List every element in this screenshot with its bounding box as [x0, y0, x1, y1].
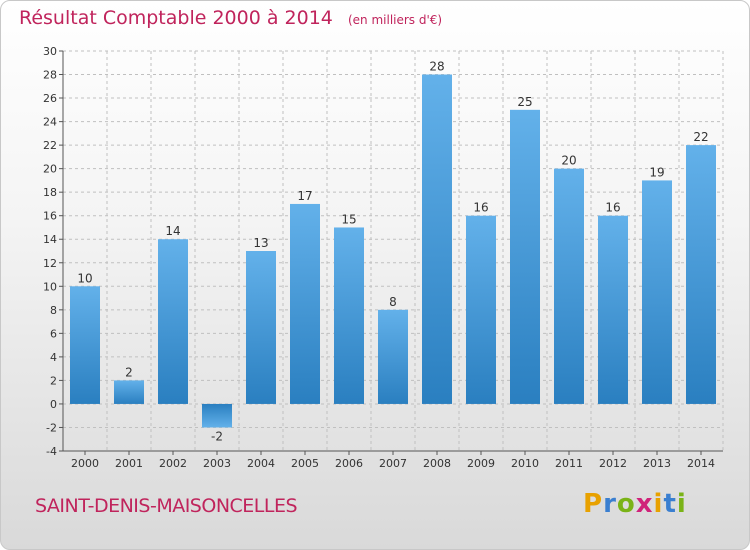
y-tick-label: 12 — [43, 257, 57, 270]
bar — [686, 145, 716, 404]
y-tick-label: 28 — [43, 69, 57, 82]
logo-letter: x — [635, 489, 654, 519]
y-tick-label: 10 — [43, 280, 57, 293]
bar — [334, 227, 364, 404]
y-tick-label: 6 — [50, 327, 57, 340]
bar-value-label: 2 — [125, 365, 133, 379]
bar — [246, 251, 276, 404]
x-tick-label: 2014 — [687, 457, 715, 470]
chart-title: Résultat Comptable 2000 à 2014 (en milli… — [19, 7, 442, 29]
bar-value-label: 19 — [649, 165, 664, 179]
bar — [510, 109, 540, 404]
y-tick-label: 2 — [50, 374, 57, 387]
bar-value-label: 17 — [297, 189, 312, 203]
bar — [114, 380, 144, 404]
y-tick-label: 30 — [43, 45, 57, 58]
bar-value-label: 10 — [77, 271, 92, 285]
logo-letter: o — [616, 489, 636, 519]
chart-title-main: Résultat Comptable 2000 à 2014 — [19, 7, 333, 29]
x-tick-label: 2011 — [555, 457, 583, 470]
chart-title-unit: (en milliers d'€) — [347, 13, 443, 27]
bar — [598, 215, 628, 404]
logo-letter: P — [583, 489, 604, 519]
bar-value-label: -2 — [211, 429, 223, 443]
proxiti-logo: Proxiti — [583, 489, 687, 519]
y-tick-label: 0 — [50, 398, 57, 411]
x-tick-label: 2003 — [203, 457, 231, 470]
bar — [378, 309, 408, 404]
logo-letter: i — [653, 489, 664, 519]
bar — [70, 286, 100, 404]
bar — [422, 74, 452, 404]
bar — [202, 403, 232, 428]
x-tick-label: 2013 — [643, 457, 671, 470]
bar — [290, 203, 320, 404]
commune-name: SAINT-DENIS-MAISONCELLES — [35, 495, 298, 517]
bar-value-label: 16 — [605, 201, 620, 215]
y-tick-label: 16 — [43, 210, 57, 223]
x-tick-label: 2001 — [115, 457, 143, 470]
y-tick-label: 22 — [43, 139, 57, 152]
bar — [642, 180, 672, 404]
bar-value-label: 22 — [693, 130, 708, 144]
y-tick-label: 18 — [43, 186, 57, 199]
y-tick-label: -4 — [46, 445, 57, 458]
bar-value-label: 14 — [165, 224, 180, 238]
logo-letter: r — [603, 489, 617, 519]
y-tick-label: 14 — [43, 233, 57, 246]
x-tick-label: 2005 — [291, 457, 319, 470]
x-tick-label: 2007 — [379, 457, 407, 470]
bar — [466, 215, 496, 404]
logo-letter: t — [663, 489, 677, 519]
bar-value-label: 8 — [389, 295, 397, 309]
y-tick-label: 24 — [43, 116, 57, 129]
x-tick-label: 2000 — [71, 457, 99, 470]
bar-value-label: 13 — [253, 236, 268, 250]
x-tick-label: 2004 — [247, 457, 275, 470]
logo-letter: i — [676, 489, 687, 519]
y-tick-label: 26 — [43, 92, 57, 105]
x-tick-label: 2012 — [599, 457, 627, 470]
x-tick-label: 2008 — [423, 457, 451, 470]
bar-value-label: 25 — [517, 95, 532, 109]
x-tick-label: 2006 — [335, 457, 363, 470]
x-tick-label: 2002 — [159, 457, 187, 470]
y-tick-label: 20 — [43, 163, 57, 176]
bar-value-label: 16 — [473, 201, 488, 215]
bar-value-label: 15 — [341, 212, 356, 226]
y-tick-label: 8 — [50, 304, 57, 317]
bar — [554, 168, 584, 404]
bar — [158, 239, 188, 404]
y-tick-label: -2 — [46, 421, 57, 434]
x-tick-label: 2009 — [467, 457, 495, 470]
x-tick-label: 2010 — [511, 457, 539, 470]
bar-value-label: 28 — [429, 60, 444, 74]
y-tick-label: 4 — [50, 351, 57, 364]
bar-value-label: 20 — [561, 154, 576, 168]
